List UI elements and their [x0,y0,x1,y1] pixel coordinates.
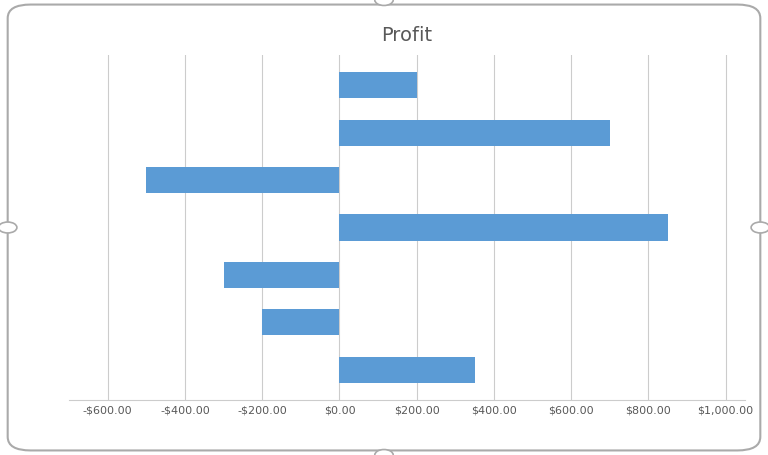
Title: Profit: Profit [382,26,432,45]
Bar [339,72,417,98]
Bar [339,357,475,383]
Bar [147,167,339,193]
Bar [223,262,339,288]
Bar [339,214,667,241]
Bar [339,120,610,146]
Bar [262,309,339,335]
